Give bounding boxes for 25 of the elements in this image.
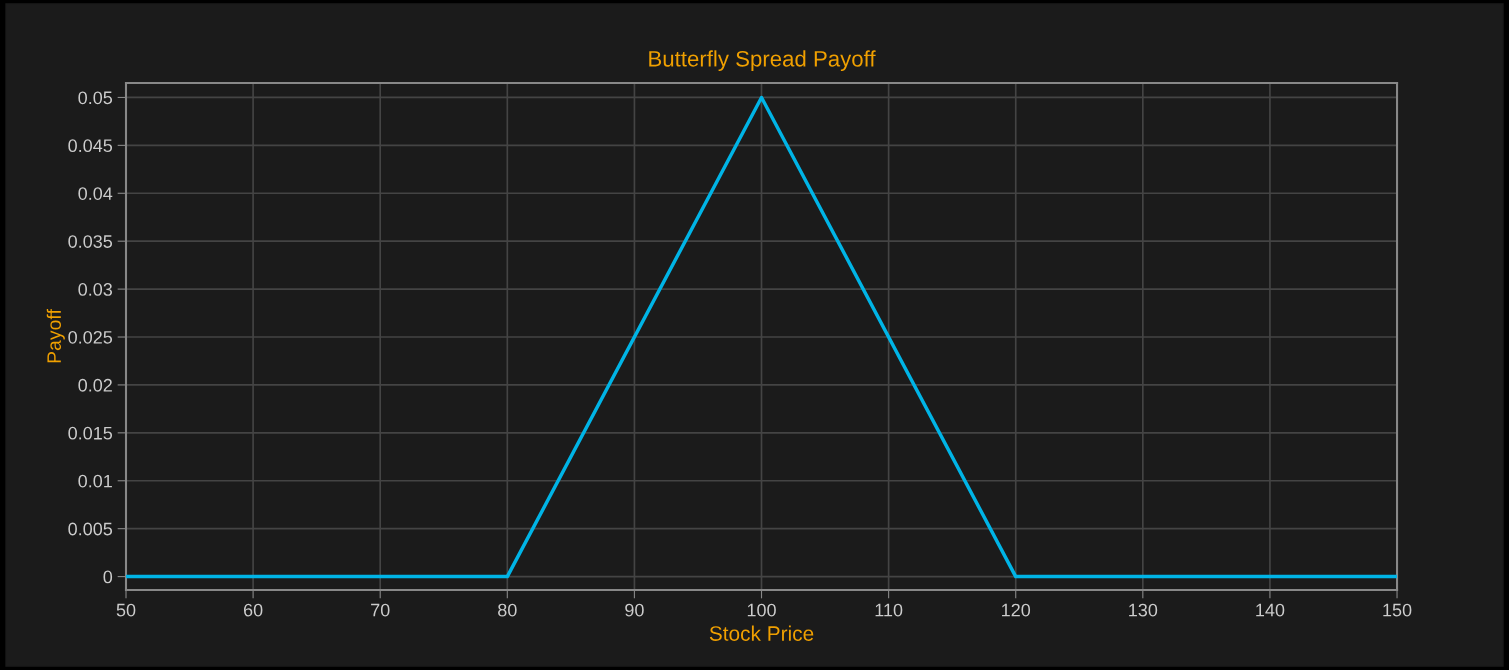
y-tick-label: 0.045 [68, 139, 113, 153]
y-tick-label: 0.05 [78, 91, 113, 105]
y-tick-label: 0.025 [68, 330, 113, 344]
x-tick-label: 50 [116, 603, 136, 617]
y-tick-label: 0.035 [68, 235, 113, 248]
y-tick-label: 0.01 [78, 474, 112, 488]
y-tick-label: 0.03 [78, 283, 113, 296]
y-tick-label: 0.02 [78, 378, 112, 392]
x-tick-label: 150 [1383, 603, 1412, 617]
x-tick-label: 140 [1256, 603, 1285, 617]
x-tick-label: 70 [371, 603, 390, 617]
y-tick-label: 0.04 [78, 187, 113, 200]
y-tick-label: 0.015 [68, 426, 113, 440]
y-tick-label: 0.005 [68, 522, 113, 536]
x-tick-label: 110 [875, 603, 903, 617]
x-tick-label: 120 [1002, 603, 1031, 617]
x-tick-label: 60 [243, 603, 263, 617]
y-axis-title: Payoff [46, 309, 65, 363]
y-tick-label: 0 [103, 570, 113, 584]
x-tick-label: 80 [498, 603, 517, 617]
chart-title: Butterfly Spread Payoff [649, 50, 876, 72]
x-tick-label: 100 [747, 603, 776, 617]
x-tick-label: 130 [1129, 603, 1158, 617]
x-tick-label: 90 [625, 603, 644, 617]
x-axis-title: Stock Price [709, 625, 814, 641]
